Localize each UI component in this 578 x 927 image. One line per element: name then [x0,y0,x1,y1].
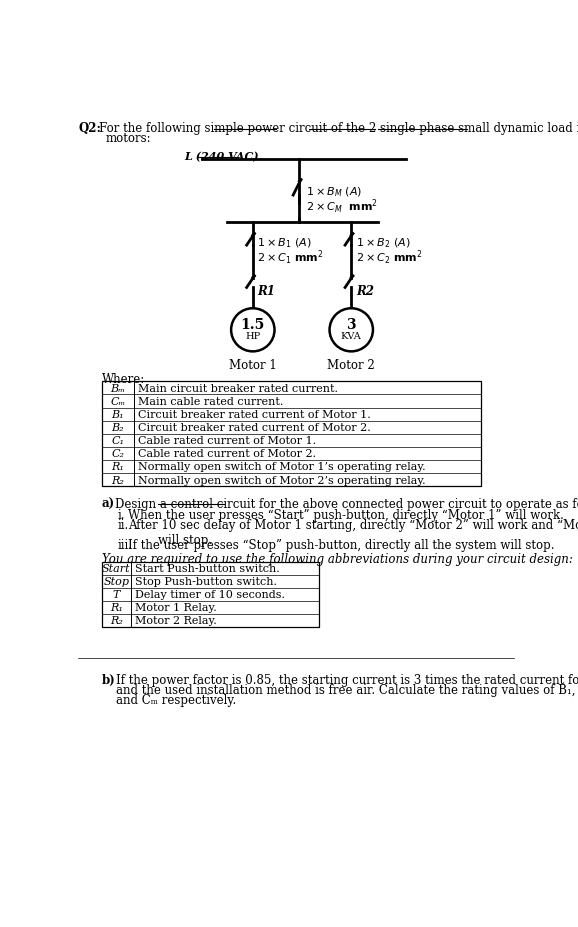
Text: If the power factor is 0.85, the starting current is 3 times the rated current f: If the power factor is 0.85, the startin… [116,674,578,687]
Text: Circuit breaker rated current of Motor 1.: Circuit breaker rated current of Motor 1… [138,410,371,420]
Text: $2 \times C_1\ \mathbf{mm}^2$: $2 \times C_1\ \mathbf{mm}^2$ [257,248,324,267]
Text: Cable rated current of Motor 1.: Cable rated current of Motor 1. [138,436,316,446]
Text: R1: R1 [257,285,275,298]
Text: 3: 3 [346,318,356,332]
Text: $1 \times B_1\ (A)$: $1 \times B_1\ (A)$ [257,235,312,249]
Text: Stop: Stop [103,577,129,587]
Text: R₁: R₁ [110,603,123,613]
Text: HP: HP [245,332,261,341]
Text: and the used installation method is free air. Calculate the rating values of B₁,: and the used installation method is free… [116,683,578,696]
Bar [102,562,318,628]
Text: motors:: motors: [105,132,151,145]
Bar [102,382,481,487]
Text: Stop Push-button switch.: Stop Push-button switch. [135,577,277,587]
Text: ii.: ii. [117,518,128,531]
Text: 1.5: 1.5 [240,318,265,332]
Text: R₂: R₂ [112,475,124,485]
Text: C₁: C₁ [112,436,124,446]
Text: R₁: R₁ [112,462,124,472]
Text: R₂: R₂ [110,616,123,626]
Text: Bₘ: Bₘ [110,384,125,394]
Text: Cable rated current of Motor 2.: Cable rated current of Motor 2. [138,449,316,459]
Text: When the user presses “Start” push-button, directly “Motor 1” will work.: When the user presses “Start” push-butto… [128,508,564,521]
Text: After 10 sec delay of Motor 1 starting, directly “Motor 2” will work and “Motor : After 10 sec delay of Motor 1 starting, … [128,518,578,546]
Text: Motor 2 Relay.: Motor 2 Relay. [135,616,217,626]
Text: Circuit breaker rated current of Motor 2.: Circuit breaker rated current of Motor 2… [138,423,371,433]
Text: $2 \times C_M$  $\mathbf{mm}^2$: $2 \times C_M$ $\mathbf{mm}^2$ [306,197,377,216]
Text: B₂: B₂ [112,423,124,433]
Text: If the user presses “Stop” push-button, directly all the system will stop.: If the user presses “Stop” push-button, … [128,539,554,552]
Text: b): b) [102,674,116,687]
Text: For the following simple power circuit of the 2 single phase small dynamic load : For the following simple power circuit o… [99,122,578,135]
Text: Where:: Where: [102,373,145,386]
Text: Design a control circuit for the above connected power circuit to operate as fol: Design a control circuit for the above c… [115,498,578,511]
Text: a): a) [102,498,115,511]
Text: Start Push-button switch.: Start Push-button switch. [135,564,280,574]
Text: L (240 VAC): L (240 VAC) [184,151,260,162]
Text: $1 \times B_2\ (A)$: $1 \times B_2\ (A)$ [356,235,410,249]
Text: Normally open switch of Motor 2’s operating relay.: Normally open switch of Motor 2’s operat… [138,475,426,485]
Text: T: T [113,590,120,600]
Text: Normally open switch of Motor 1’s operating relay.: Normally open switch of Motor 1’s operat… [138,462,426,472]
Text: $2 \times C_2\ \mathbf{mm}^2$: $2 \times C_2\ \mathbf{mm}^2$ [356,248,423,267]
Text: Cₘ: Cₘ [110,397,125,407]
Text: Main circuit breaker rated current.: Main circuit breaker rated current. [138,384,338,394]
Text: B₁: B₁ [112,410,124,420]
Text: Motor 1 Relay.: Motor 1 Relay. [135,603,217,613]
Text: C₂: C₂ [112,449,124,459]
Text: iii.: iii. [117,539,132,552]
Text: Start: Start [102,564,131,574]
Text: You are required to use the following abbreviations during your circuit design:: You are required to use the following ab… [102,552,573,565]
Text: $1 \times B_M\ (A)$: $1 \times B_M\ (A)$ [306,185,362,198]
Text: Main cable rated current.: Main cable rated current. [138,397,283,407]
Text: Motor 2: Motor 2 [327,359,375,372]
Text: Motor 1: Motor 1 [229,359,277,372]
Text: Q2:: Q2: [79,122,101,135]
Text: i.: i. [117,508,125,521]
Text: KVA: KVA [341,332,362,341]
Text: and Cₘ respectively.: and Cₘ respectively. [116,693,236,706]
Text: Delay timer of 10 seconds.: Delay timer of 10 seconds. [135,590,285,600]
Text: R2: R2 [356,285,374,298]
